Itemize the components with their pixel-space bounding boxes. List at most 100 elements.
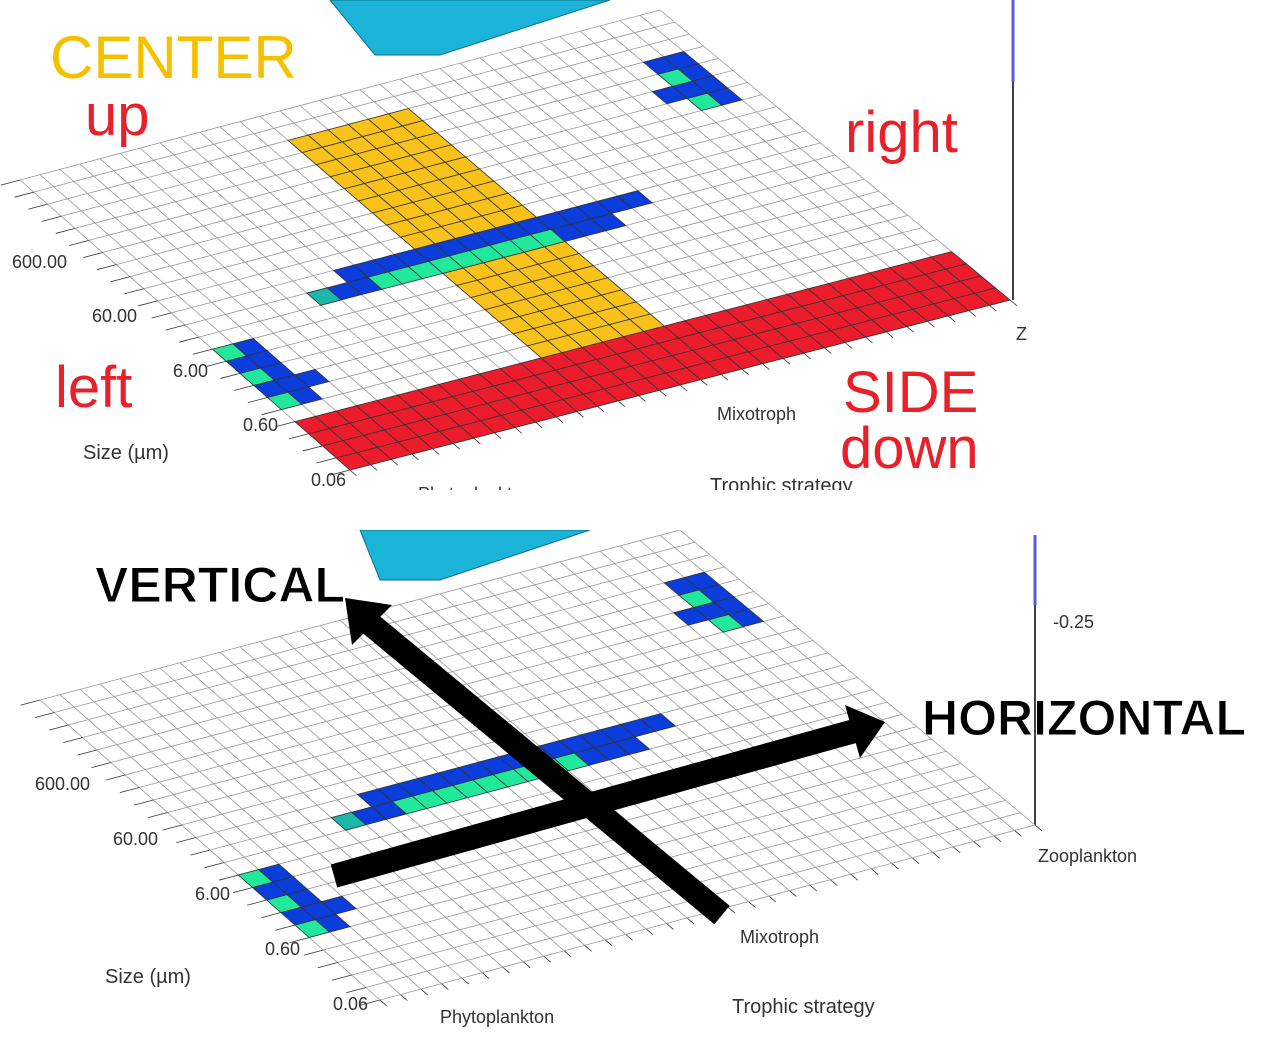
annotation: CENTER: [50, 24, 297, 91]
arrow-head: [845, 705, 885, 758]
arrow-head: [345, 598, 392, 645]
annotation: HORIZONTAL: [922, 690, 1246, 746]
size-tick: 0.06: [333, 994, 368, 1014]
tick-mark: [452, 443, 461, 450]
tick-mark: [41, 215, 62, 222]
tick-mark: [137, 300, 158, 307]
cell: [662, 51, 700, 70]
tick-mark: [441, 983, 449, 990]
tick-mark: [91, 762, 111, 769]
axis-label: Z: [1016, 324, 1027, 344]
tick-mark: [105, 774, 126, 781]
tick-mark: [597, 405, 605, 413]
annotation: VERTICAL: [95, 557, 345, 613]
tick-mark: [83, 252, 103, 258]
tick-mark: [411, 453, 419, 461]
bottom-panel: VERTICAL HORIZONTAL -0.25 600.00 60.00 6…: [20, 530, 1247, 1027]
cell: [257, 863, 294, 883]
cell: [320, 895, 357, 915]
tick-mark: [952, 846, 961, 854]
tick-mark: [968, 310, 976, 317]
annotation: left: [55, 355, 132, 420]
tick-mark: [638, 395, 646, 402]
tick-mark: [604, 939, 613, 947]
tick-mark: [247, 899, 267, 906]
tick-mark: [789, 890, 797, 897]
tick-mark: [830, 879, 838, 886]
size-tick: 0.60: [243, 415, 278, 435]
size-tick: 60.00: [92, 306, 137, 326]
tick-mark: [1034, 824, 1043, 832]
tick-mark: [993, 835, 1002, 843]
arrow-shaft: [330, 718, 862, 888]
tick-mark: [288, 433, 309, 440]
size-tick: 6.00: [195, 884, 230, 904]
size-tick: 0.60: [265, 939, 300, 959]
tick-mark: [179, 336, 199, 343]
tick-mark: [77, 749, 97, 756]
tick-mark: [891, 862, 900, 870]
tick-mark: [617, 400, 626, 408]
tick-mark: [782, 358, 791, 365]
cell: [616, 190, 654, 209]
tick-mark: [204, 862, 225, 869]
tick-mark: [659, 390, 667, 397]
tick-mark: [911, 857, 920, 865]
tick-mark: [400, 994, 408, 1001]
tick-mark: [190, 849, 211, 856]
size-tick: 600.00: [35, 774, 90, 794]
cell: [639, 713, 677, 732]
tick-mark: [192, 348, 213, 355]
tick-mark: [906, 326, 915, 333]
tick-mark: [48, 724, 69, 731]
tick-mark: [762, 363, 770, 370]
tick-mark: [330, 469, 351, 476]
size-tick: 600.00: [12, 252, 67, 272]
tick-mark: [234, 385, 254, 391]
cell: [672, 607, 710, 626]
surface-top: [359, 530, 591, 581]
tick-mark: [809, 884, 818, 892]
cell: [651, 85, 688, 105]
tick-mark: [261, 409, 282, 416]
tick-mark: [973, 841, 981, 848]
tick-mark: [563, 950, 572, 958]
tick-mark: [390, 459, 399, 466]
tick-mark: [885, 331, 894, 338]
tick-mark: [275, 924, 296, 931]
tick-mark: [165, 324, 186, 331]
tick-mark: [535, 421, 543, 429]
tick-mark: [162, 824, 182, 831]
tick-mark: [666, 923, 674, 930]
tick-mark: [461, 977, 469, 985]
tick-mark: [865, 336, 873, 344]
tick-mark: [261, 912, 281, 919]
tick-mark: [989, 305, 997, 312]
tick-mark: [741, 368, 749, 376]
tick-mark: [720, 374, 729, 381]
tick-mark: [432, 448, 440, 455]
tick-mark: [317, 962, 338, 969]
tick-mark: [473, 437, 481, 445]
tick-mark: [700, 379, 708, 386]
tick-mark: [947, 315, 956, 323]
grid-line: [33, 21, 675, 193]
tick-mark: [63, 737, 83, 744]
tick-mark: [14, 191, 34, 198]
tick-mark: [420, 988, 429, 996]
tick-mark: [768, 895, 777, 903]
tick-mark: [0, 179, 21, 186]
tick-mark: [379, 999, 388, 1007]
tick-mark: [218, 874, 239, 881]
tick-mark: [850, 873, 859, 881]
tick-mark: [584, 945, 592, 952]
strategy-tick: Mixotroph: [740, 927, 819, 947]
tick-mark: [303, 949, 324, 956]
tick-mark: [247, 397, 268, 403]
cell: [306, 287, 342, 306]
tick-mark: [686, 917, 695, 925]
cell: [529, 228, 566, 248]
tick-mark: [844, 342, 853, 349]
axis-label: Trophic strategy: [710, 475, 853, 497]
annotation: SIDE: [843, 360, 978, 425]
